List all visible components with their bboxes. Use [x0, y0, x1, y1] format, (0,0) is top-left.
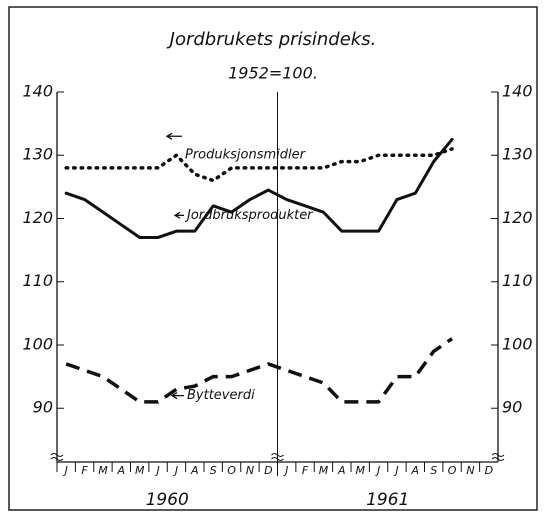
annotation-arrow	[165, 132, 182, 140]
y-tick-label: 130	[22, 145, 53, 164]
y-tick-label-right: 90	[502, 398, 522, 417]
x-tick-label: M	[135, 464, 145, 477]
x-tick-label: O	[448, 464, 457, 477]
x-tick-label: D	[485, 464, 493, 477]
x-tick-label: J	[375, 464, 380, 477]
x-tick-label: N	[246, 464, 254, 477]
x-tick-label: F	[302, 464, 309, 477]
y-tick-label: 100	[22, 334, 53, 353]
y-tick-label-right: 110	[502, 271, 533, 290]
y-tick-label: 140	[22, 82, 53, 101]
x-tick-label: J	[154, 464, 159, 477]
x-tick-label: M	[355, 464, 365, 477]
x-tick-label: O	[227, 464, 236, 477]
series-annotation: Bytteverdi	[187, 388, 255, 403]
series-line	[64, 137, 454, 239]
x-tick-label: A	[190, 464, 199, 477]
x-tick-label: A	[411, 464, 420, 477]
y-tick-label-right: 120	[502, 208, 533, 227]
x-tick-label: A	[117, 464, 126, 477]
y-tick-label-right: 140	[502, 82, 533, 101]
y-tick-label-right: 130	[502, 145, 533, 164]
frame	[8, 6, 538, 511]
y-tick-label: 120	[22, 208, 53, 227]
x-tick-label: M	[319, 464, 329, 477]
x-tick-label: F	[81, 464, 88, 477]
axis-break	[491, 453, 505, 461]
series-annotation: Produksjonsmidler	[185, 148, 307, 163]
x-tick-label: S	[430, 464, 437, 477]
x-tick-label: A	[337, 464, 346, 477]
series-annotation: Jordbruksprodukter	[184, 208, 314, 223]
x-tick-label: D	[264, 464, 272, 477]
year-label: 1961	[366, 490, 409, 510]
annotation-arrow	[170, 392, 184, 400]
y-tick-label: 110	[22, 271, 53, 290]
chart-title: Jordbrukets prisindeks.	[167, 29, 377, 50]
x-tick-label: N	[466, 464, 474, 477]
x-tick-label: M	[98, 464, 108, 477]
series-line	[64, 147, 454, 183]
axis-break	[271, 453, 284, 461]
chart-subtitle: 1952=100.	[228, 64, 318, 83]
annotation-arrow	[173, 211, 184, 219]
series-line	[65, 337, 454, 404]
x-tick-label: J	[283, 464, 288, 477]
x-tick-label: J	[63, 464, 68, 477]
x-tick-label: S	[210, 464, 217, 477]
x-tick-label: J	[173, 464, 178, 477]
x-tick-label: J	[393, 464, 398, 477]
year-label: 1960	[146, 490, 189, 510]
axis-break	[50, 453, 64, 461]
y-tick-label-right: 100	[502, 334, 533, 353]
y-tick-label: 90	[33, 398, 53, 417]
